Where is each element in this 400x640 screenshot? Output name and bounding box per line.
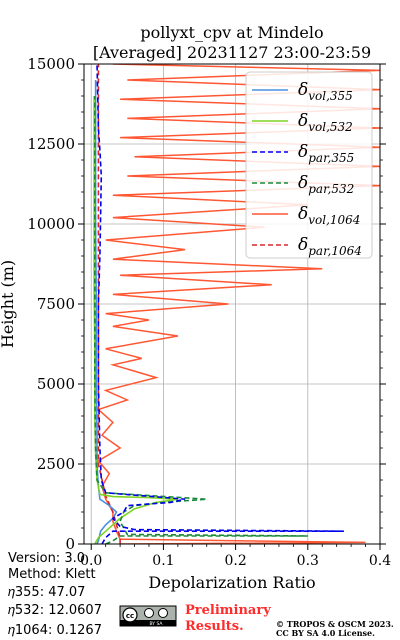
legend-label-par-1064: δpar,1064	[298, 235, 362, 258]
tick-labels: 0.0 0.1 0.2 0.3 0.4 0 2500 5000 7500 10000 12500 15…	[27, 55, 391, 569]
x-tick-label: 0.2	[224, 553, 246, 569]
method-text: Method: Klett	[8, 567, 96, 582]
y-tick-label: 7500	[37, 295, 75, 313]
svg-text:BY SA: BY SA	[149, 621, 163, 627]
legend-label-vol-532: δvol,532	[298, 111, 353, 134]
preliminary-text-1: Preliminary	[185, 603, 271, 618]
y-tick-label: 12500	[27, 135, 75, 153]
y-tick-label: 5000	[37, 375, 75, 393]
series-line-vol-355	[94, 80, 118, 544]
x-tick-label: 0.3	[297, 553, 319, 569]
x-tick-label: 0.0	[80, 553, 102, 569]
cc-license-logo: cc BY SA	[119, 605, 177, 627]
y-tick-label: 0	[65, 535, 75, 553]
legend: δvol,355 δvol,532 δpar,355 δpar,532 δvol,106…	[245, 71, 373, 259]
eta532-text: 𝜂532: 12.0607	[8, 603, 102, 618]
preliminary-text-2: Results.	[185, 619, 244, 634]
chart-title: pollyxt_cpv at Mindelo	[140, 23, 323, 42]
y-tick-label: 15000	[27, 55, 75, 73]
series-group	[93, 64, 380, 544]
copyright-text-2: CC BY SA 4.0 License.	[276, 628, 375, 638]
eta1064-text: 𝜂1064: 0.1267	[8, 623, 102, 638]
version-text: Version: 3.0	[8, 551, 85, 566]
copyright-text-1: © TROPOS & OSCM 2023.	[276, 619, 394, 629]
eta355-text: 𝜂355: 47.07	[8, 585, 85, 600]
series-line-vol-532	[93, 96, 179, 544]
series-line-vol-1064	[96, 64, 380, 544]
ticks	[78, 63, 386, 550]
legend-label-par-532: δpar,532	[298, 173, 354, 196]
y-axis-label: Height (m)	[0, 260, 17, 348]
legend-label-par-355: δpar,355	[298, 142, 354, 165]
y-tick-label: 10000	[27, 215, 75, 233]
legend-label-vol-1064: δvol,1064	[298, 204, 360, 227]
chart-subtitle: [Averaged] 20231127 23:00-23:59	[93, 43, 371, 62]
x-tick-label: 0.4	[369, 553, 391, 569]
legend-label-vol-355: δvol,355	[298, 80, 353, 103]
legend-box	[245, 71, 373, 259]
x-tick-label: 0.1	[152, 553, 174, 569]
x-axis-label: Depolarization Ratio	[148, 573, 315, 592]
y-tick-label: 2500	[37, 455, 75, 473]
svg-text:cc: cc	[126, 612, 134, 620]
series-line-par-355	[96, 64, 344, 544]
